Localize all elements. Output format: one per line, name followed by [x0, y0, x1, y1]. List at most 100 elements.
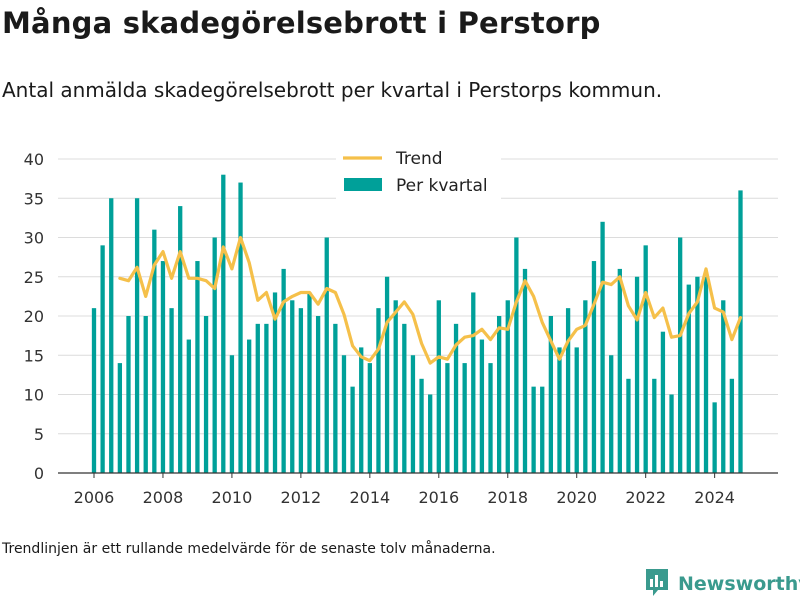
bar	[600, 221, 605, 473]
bar	[609, 355, 614, 473]
bar	[272, 292, 278, 473]
bar	[307, 292, 312, 473]
y-tick-label: 10	[24, 386, 44, 405]
bar	[626, 378, 631, 473]
brand-logo: Newsworthy	[644, 569, 800, 599]
bar	[548, 316, 554, 473]
legend: Trend Per kvartal	[336, 144, 501, 200]
x-tick-label: 2020	[556, 488, 597, 507]
bar	[134, 198, 140, 473]
x-tick-label: 2006	[74, 488, 115, 507]
bar	[212, 237, 217, 473]
page-title: Många skadegörelsebrott i Perstorp	[2, 6, 601, 40]
bar	[669, 394, 674, 473]
bar	[660, 331, 666, 473]
bar	[617, 268, 622, 473]
bar	[367, 363, 372, 473]
y-tick-label: 15	[24, 346, 44, 365]
y-tick-label: 35	[24, 189, 44, 208]
bar	[419, 378, 424, 473]
y-tick-label: 30	[24, 229, 44, 248]
bar	[445, 363, 450, 473]
bar	[738, 190, 743, 473]
x-tick-label: 2018	[487, 488, 528, 507]
x-tick-label: 2022	[625, 488, 666, 507]
bar	[290, 300, 295, 473]
bar	[428, 394, 433, 473]
bar	[436, 300, 441, 473]
grid-lines	[58, 158, 778, 435]
y-tick-label: 25	[24, 268, 44, 287]
bar	[324, 237, 329, 473]
bar	[169, 308, 174, 473]
bars-per-kvartal	[91, 174, 743, 474]
bar	[453, 323, 459, 473]
x-tick-label: 2016	[418, 488, 459, 507]
bar	[298, 308, 304, 473]
bar	[479, 339, 485, 473]
bar	[721, 300, 726, 473]
y-tick-label: 40	[24, 150, 44, 169]
y-tick-label: 5	[34, 425, 44, 444]
bar	[678, 237, 683, 473]
bar	[195, 261, 200, 473]
bar	[333, 323, 338, 473]
bar	[264, 323, 269, 473]
bar	[557, 347, 562, 473]
bar	[384, 276, 390, 473]
bar	[712, 402, 717, 473]
bar	[410, 355, 416, 473]
bar	[686, 284, 691, 473]
footnote: Trendlinjen är ett rullande medelvärde f…	[2, 541, 496, 557]
bar	[591, 261, 597, 473]
bar	[514, 237, 519, 473]
bar	[221, 174, 226, 473]
bar	[695, 276, 700, 473]
bar	[359, 347, 364, 473]
bar	[703, 276, 709, 473]
bar	[160, 261, 166, 473]
x-tick-label: 2008	[143, 488, 184, 507]
y-tick-label: 20	[24, 307, 44, 326]
bar	[152, 229, 157, 473]
bar	[117, 363, 123, 473]
y-tick-label: 0	[34, 464, 44, 483]
bar	[255, 323, 260, 473]
bar	[238, 182, 243, 474]
bar	[109, 198, 114, 473]
bar	[505, 300, 510, 473]
bar	[393, 300, 398, 473]
bar	[178, 206, 183, 473]
bar	[634, 276, 640, 473]
x-tick-label: 2012	[281, 488, 322, 507]
page-subtitle: Antal anmälda skadegörelsebrott per kvar…	[2, 78, 663, 102]
trend-line	[118, 235, 743, 365]
bar	[540, 386, 545, 473]
x-tick-label: 2010	[212, 488, 253, 507]
bar	[143, 316, 148, 473]
legend-bar-swatch	[344, 178, 382, 191]
x-tick-label: 2024	[694, 488, 735, 507]
bar	[496, 316, 502, 473]
bar	[488, 363, 493, 473]
brand-name: Newsworthy	[678, 573, 800, 595]
legend-trend-label: Trend	[395, 149, 443, 169]
bar	[126, 316, 131, 473]
bar	[729, 378, 735, 473]
bar	[203, 316, 209, 473]
bar	[643, 245, 648, 473]
bar	[341, 355, 347, 473]
bar	[350, 386, 355, 473]
bar	[574, 347, 579, 473]
bar	[583, 300, 588, 473]
bar	[652, 378, 657, 473]
bar	[462, 363, 467, 473]
legend-bar-label: Per kvartal	[396, 176, 488, 196]
bar	[247, 339, 252, 473]
x-tick-label: 2014	[349, 488, 390, 507]
bar	[91, 308, 97, 473]
bar	[100, 245, 105, 473]
bar	[229, 355, 235, 473]
y-tick-labels: 0 5 10 15 20 25 30 35 40	[24, 150, 44, 483]
